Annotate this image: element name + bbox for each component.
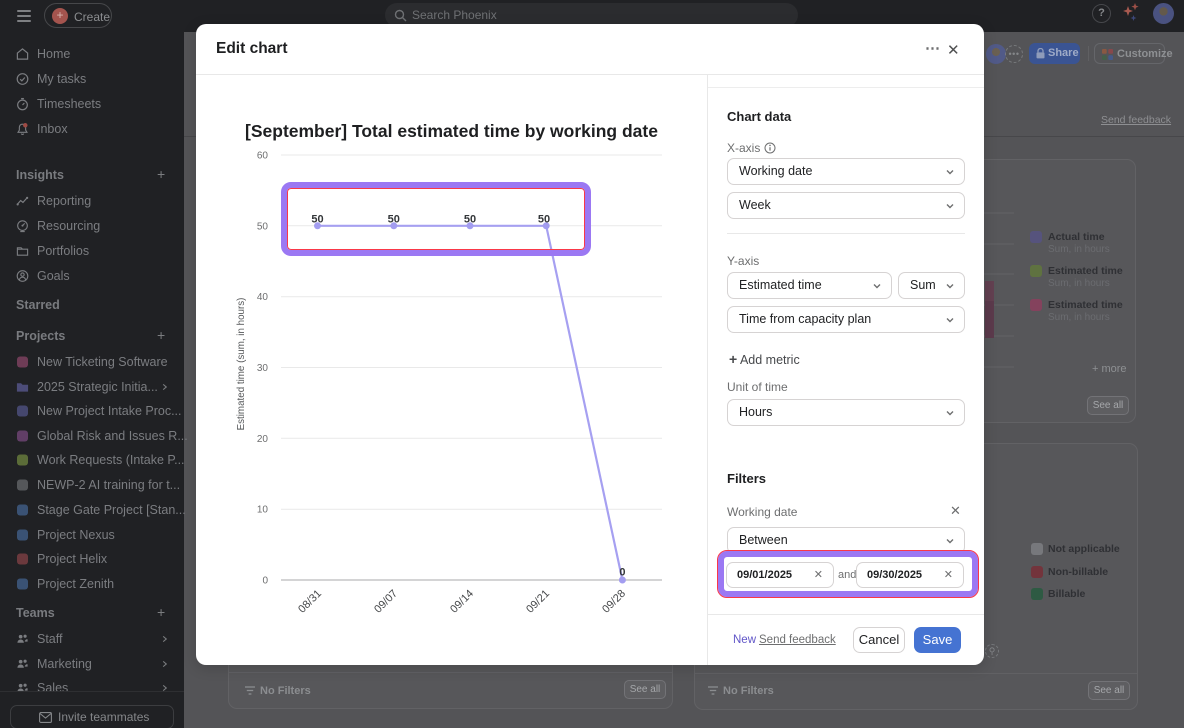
svg-text:09/28: 09/28 <box>600 588 628 616</box>
svg-text:30: 30 <box>257 363 269 374</box>
svg-text:0: 0 <box>619 567 625 579</box>
svg-text:50: 50 <box>464 214 476 226</box>
svg-text:Estimated time (sum, in hours): Estimated time (sum, in hours) <box>236 298 247 431</box>
svg-text:09/14: 09/14 <box>448 588 476 616</box>
svg-text:50: 50 <box>538 214 550 226</box>
svg-text:08/31: 08/31 <box>296 588 324 616</box>
svg-text:09/21: 09/21 <box>524 588 552 616</box>
svg-text:40: 40 <box>257 292 269 303</box>
svg-text:50: 50 <box>388 214 400 226</box>
svg-text:20: 20 <box>257 434 269 445</box>
svg-text:50: 50 <box>257 221 269 232</box>
svg-text:60: 60 <box>257 151 269 162</box>
svg-text:0: 0 <box>262 576 268 587</box>
svg-text:50: 50 <box>311 214 323 226</box>
svg-text:09/07: 09/07 <box>372 588 400 616</box>
svg-text:10: 10 <box>257 505 269 516</box>
